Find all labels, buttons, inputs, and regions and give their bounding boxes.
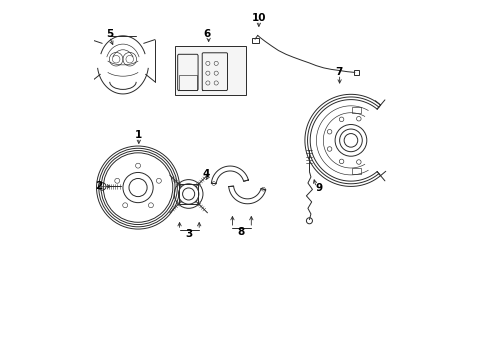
Text: 8: 8 (237, 227, 244, 237)
Text: 4: 4 (202, 168, 209, 179)
Text: 9: 9 (315, 183, 322, 193)
Text: 1: 1 (135, 130, 142, 140)
Bar (174, 46, 246, 95)
Bar (351, 107, 360, 113)
Text: 2: 2 (95, 181, 102, 192)
Bar (179, 184, 198, 204)
Text: 6: 6 (203, 29, 210, 39)
Bar (353, 70, 359, 75)
Text: 3: 3 (184, 229, 192, 239)
Bar (251, 39, 258, 43)
Bar (351, 168, 360, 174)
Text: 10: 10 (251, 13, 265, 23)
Text: 5: 5 (105, 29, 113, 39)
Text: 7: 7 (334, 67, 342, 77)
